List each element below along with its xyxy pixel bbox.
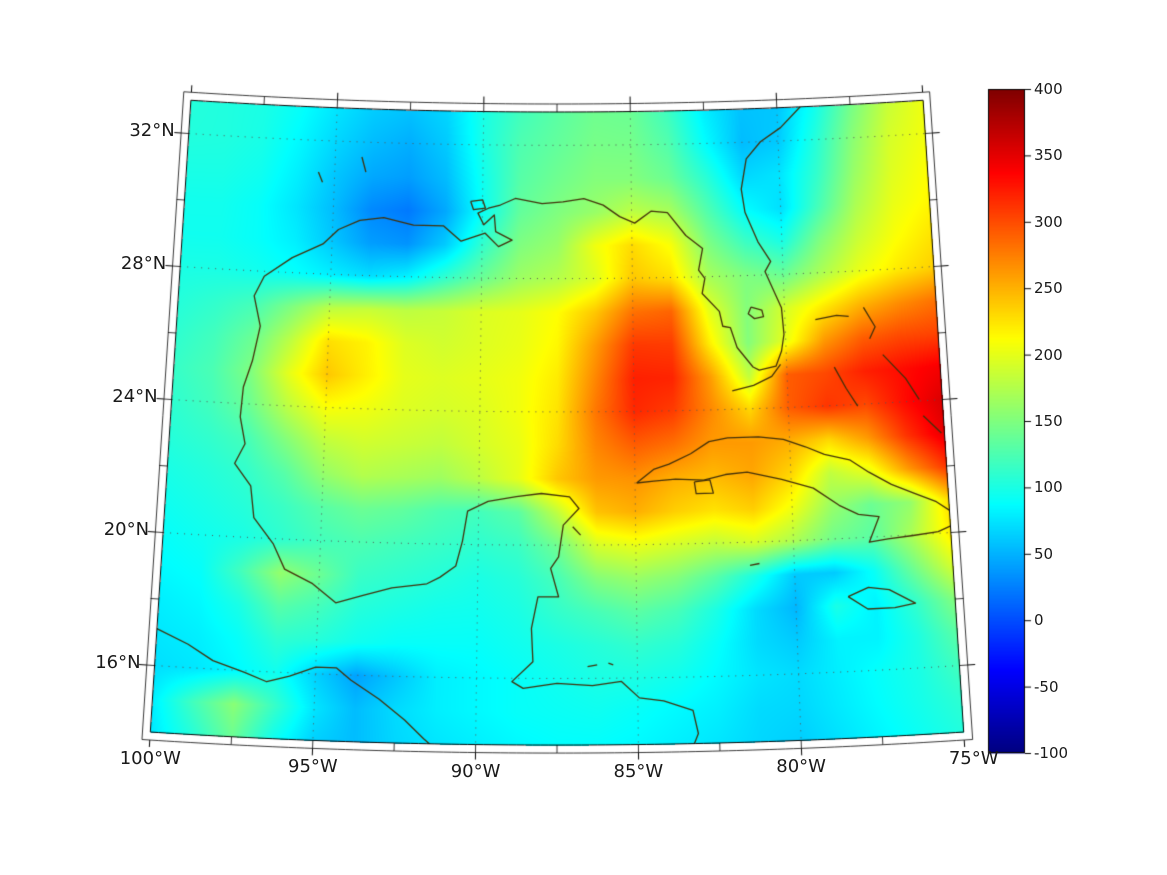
gulf-of-mexico-heatmap-canvas bbox=[0, 0, 1167, 875]
figure: 32°N 28°N 24°N 20°N 16°N 100°W 95°W 90°W 85°W 80°… bbox=[0, 0, 1167, 875]
